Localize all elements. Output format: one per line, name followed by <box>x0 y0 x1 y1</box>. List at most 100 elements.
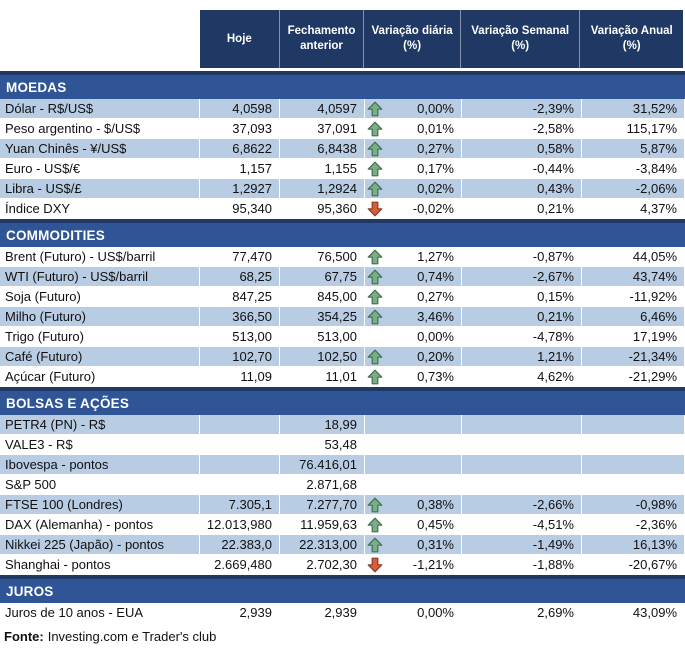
cell-fechamento-anterior: 95,360 <box>280 199 365 219</box>
cell-hoje: 37,093 <box>200 119 280 139</box>
cell-variacao-semanal: -2,66% <box>462 495 582 515</box>
up-arrow-icon <box>367 517 383 533</box>
cell-value: 22.383,0 <box>221 537 272 552</box>
cell-value: 0,02% <box>417 181 454 196</box>
cell-variacao-diaria: 0,01% <box>365 119 462 139</box>
cell-value: 2.669,480 <box>214 557 272 572</box>
cell-variacao-semanal <box>462 455 582 475</box>
cell-value: 1,2927 <box>232 181 272 196</box>
cell-value: 6,46% <box>640 309 677 324</box>
cell-value: 0,27% <box>417 141 454 156</box>
cell-value: 7.277,70 <box>306 497 357 512</box>
cell-variacao-anual: 43,74% <box>582 267 685 287</box>
cell-value: 2,939 <box>324 605 357 620</box>
cell-fechamento-anterior: 2.871,68 <box>280 475 365 495</box>
table-row: Açúcar (Futuro) 11,09 11,01 0,73% 4,62% -21,2… <box>0 367 685 387</box>
cell-value: 95,360 <box>317 201 357 216</box>
cell-value: -3,84% <box>635 161 677 176</box>
cell-label: Shanghai - pontos <box>0 555 200 575</box>
cell-label: Café (Futuro) <box>0 347 200 367</box>
cell-variacao-anual: 4,37% <box>582 199 685 219</box>
cell-hoje: 4,0598 <box>200 99 280 119</box>
table-row: PETR4 (PN) - R$ 18,99 <box>0 415 685 435</box>
cell-value: 1,27% <box>417 249 454 264</box>
cell-variacao-semanal: -2,39% <box>462 99 582 119</box>
column-header: Variação diária (%) <box>364 10 461 68</box>
cell-value: 0,00% <box>417 329 454 344</box>
up-arrow-icon <box>367 269 383 285</box>
cell-value: -1,49% <box>532 537 574 552</box>
cell-variacao-anual: -20,67% <box>582 555 685 575</box>
cell-variacao-diaria: 0,45% <box>365 515 462 535</box>
cell-value: -2,06% <box>635 181 677 196</box>
cell-hoje <box>200 435 280 455</box>
cell-variacao-semanal: 0,43% <box>462 179 582 199</box>
cell-hoje: 22.383,0 <box>200 535 280 555</box>
cell-label: Nikkei 225 (Japão) - pontos <box>0 535 200 555</box>
cell-fechamento-anterior: 11.959,63 <box>280 515 365 535</box>
cell-value: -21,34% <box>628 349 677 364</box>
cell-variacao-anual: -2,36% <box>582 515 685 535</box>
cell-variacao-diaria <box>365 435 462 455</box>
cell-variacao-diaria: 0,00% <box>365 327 462 347</box>
cell-variacao-anual <box>582 435 685 455</box>
cell-value: 37,091 <box>317 121 357 136</box>
cell-label: Peso argentino - $/US$ <box>0 119 200 139</box>
section-header-commodities: COMMODITIES <box>0 219 685 247</box>
cell-value: 67,75 <box>324 269 357 284</box>
cell-fechamento-anterior: 513,00 <box>280 327 365 347</box>
cell-value: 68,25 <box>239 269 272 284</box>
cell-value: 37,093 <box>232 121 272 136</box>
table-row: VALE3 - R$ 53,48 <box>0 435 685 455</box>
cell-label: PETR4 (PN) - R$ <box>0 415 200 435</box>
table-row: Peso argentino - $/US$ 37,093 37,091 0,01% -… <box>0 119 685 139</box>
cell-value: -21,29% <box>628 369 677 384</box>
cell-hoje <box>200 455 280 475</box>
table-row: Trigo (Futuro) 513,00 513,00 0,00% -4,78% 17,… <box>0 327 685 347</box>
cell-fechamento-anterior: 22.313,00 <box>280 535 365 555</box>
cell-variacao-semanal: 0,15% <box>462 287 582 307</box>
cell-hoje: 7.305,1 <box>200 495 280 515</box>
table-row: Ibovespa - pontos 76.416,01 <box>0 455 685 475</box>
table-row: Brent (Futuro) - US$/barril 77,470 76,500 1… <box>0 247 685 267</box>
cell-fechamento-anterior: 37,091 <box>280 119 365 139</box>
up-arrow-icon <box>367 181 383 197</box>
cell-value: 6,8622 <box>232 141 272 156</box>
cell-label: Ibovespa - pontos <box>0 455 200 475</box>
cell-fechamento-anterior: 53,48 <box>280 435 365 455</box>
cell-variacao-anual <box>582 415 685 435</box>
cell-variacao-anual: 17,19% <box>582 327 685 347</box>
cell-label: Trigo (Futuro) <box>0 327 200 347</box>
cell-variacao-diaria: 0,74% <box>365 267 462 287</box>
cell-value: 16,13% <box>632 537 677 552</box>
cell-value: 43,74% <box>632 269 677 284</box>
cell-value: 354,25 <box>317 309 357 324</box>
cell-value: 0,31% <box>417 537 454 552</box>
cell-fechamento-anterior: 1,155 <box>280 159 365 179</box>
cell-value: -1,88% <box>532 557 574 572</box>
cell-value: 0,21% <box>537 201 574 216</box>
cell-label: Milho (Futuro) <box>0 307 200 327</box>
cell-variacao-diaria <box>365 455 462 475</box>
cell-variacao-anual: -11,92% <box>582 287 685 307</box>
table-row: Soja (Futuro) 847,25 845,00 0,27% 0,15% -11,9… <box>0 287 685 307</box>
up-arrow-icon <box>367 141 383 157</box>
cell-value: 53,48 <box>324 437 357 452</box>
table-row: Libra - US$/£ 1,2927 1,2924 0,02% 0,43% -2,06… <box>0 179 685 199</box>
cell-value: -4,78% <box>532 329 574 344</box>
table-row: DAX (Alemanha) - pontos 12.013,980 11.959,… <box>0 515 685 535</box>
cell-value: -2,36% <box>635 517 677 532</box>
cell-variacao-anual <box>582 455 685 475</box>
cell-variacao-anual: 43,09% <box>582 603 685 623</box>
column-header: Fechamento anterior <box>280 10 365 68</box>
table-row: Café (Futuro) 102,70 102,50 0,20% 1,21% -21,3… <box>0 347 685 367</box>
cell-variacao-semanal: -4,51% <box>462 515 582 535</box>
cell-variacao-diaria: -0,02% <box>365 199 462 219</box>
cell-value: 11,01 <box>325 369 357 384</box>
cell-hoje: 6,8622 <box>200 139 280 159</box>
table-row: Juros de 10 anos - EUA 2,939 2,939 0,00% 2,6… <box>0 603 685 623</box>
cell-variacao-semanal: -0,44% <box>462 159 582 179</box>
cell-variacao-semanal: -4,78% <box>462 327 582 347</box>
cell-value: 0,45% <box>417 517 454 532</box>
cell-fechamento-anterior: 11,01 <box>280 367 365 387</box>
